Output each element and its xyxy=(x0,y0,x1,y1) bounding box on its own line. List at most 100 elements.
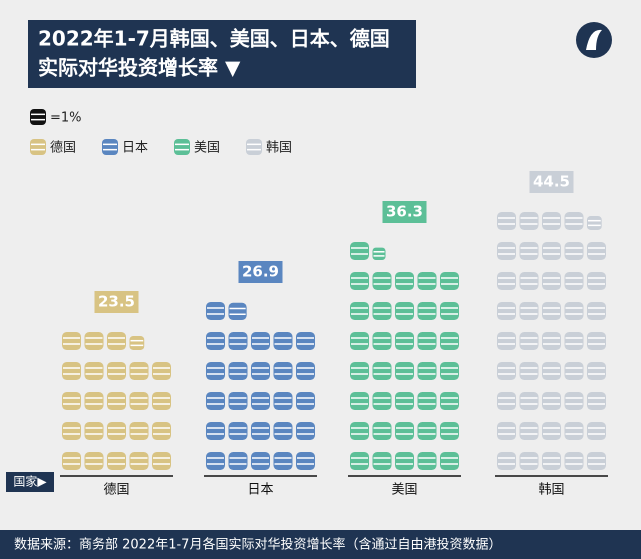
coin-stack xyxy=(350,422,369,440)
coin-stack xyxy=(542,242,561,260)
coin-stack xyxy=(542,302,561,320)
coin-stack xyxy=(519,422,539,440)
coin-stack xyxy=(587,452,606,470)
x-tick-label: 美国 xyxy=(391,483,417,498)
coin-stack xyxy=(350,302,369,320)
coin-stack xyxy=(497,332,516,350)
coin-stack xyxy=(542,392,561,410)
coin-stack xyxy=(296,422,315,440)
coin-stack xyxy=(587,272,606,290)
coin-stack xyxy=(417,452,437,470)
coin-stack xyxy=(251,452,270,470)
value-label: 23.5 xyxy=(98,293,135,311)
coin-stack xyxy=(587,392,606,410)
coin-stack xyxy=(440,302,459,320)
coin-stack xyxy=(228,332,248,350)
coin-stack xyxy=(372,452,392,470)
coin-stack xyxy=(62,452,81,470)
title-box xyxy=(28,20,416,88)
coin-stack xyxy=(542,212,561,230)
coin-stack xyxy=(564,332,584,350)
coin-stack xyxy=(62,362,81,380)
coin-stack xyxy=(296,362,315,380)
x-tick-label: 德国 xyxy=(103,483,129,498)
coin-stack xyxy=(542,332,561,350)
logo xyxy=(576,22,612,58)
coin-stack xyxy=(228,362,248,380)
coin-stack xyxy=(174,139,190,155)
coin-stack xyxy=(587,362,606,380)
coin-stack xyxy=(542,452,561,470)
coin-stack xyxy=(440,362,459,380)
coin-stack xyxy=(542,272,561,290)
coin-stack xyxy=(440,272,459,290)
coin-stack xyxy=(497,392,516,410)
coin-stack xyxy=(84,362,104,380)
coin-stack xyxy=(587,332,606,350)
coin-stack xyxy=(372,422,392,440)
legend-item xyxy=(30,139,46,155)
coin-stack xyxy=(519,392,539,410)
coin-stack xyxy=(107,452,126,470)
value-label: 36.3 xyxy=(386,203,423,221)
coin-stack xyxy=(497,452,516,470)
value-label-box xyxy=(94,291,139,313)
coin-stack xyxy=(152,422,171,440)
legend-unit-label: =1% xyxy=(50,111,82,126)
legend-label: 德国 xyxy=(50,141,76,156)
coin-stack xyxy=(417,332,437,350)
coin-stack xyxy=(296,332,315,350)
coin-stack xyxy=(228,392,248,410)
coin-stack xyxy=(273,362,293,380)
coin-stack xyxy=(84,392,104,410)
coin-stack xyxy=(350,272,369,290)
x-tick-label: 韩国 xyxy=(538,483,564,498)
coin-stack xyxy=(497,362,516,380)
legend-item xyxy=(102,139,118,155)
coin-stack xyxy=(350,332,369,350)
value-label-box xyxy=(529,171,574,193)
coin-stack xyxy=(497,422,516,440)
coin-stack xyxy=(273,422,293,440)
legend-label: 日本 xyxy=(122,141,148,156)
coin-stack xyxy=(395,362,414,380)
coin-stack xyxy=(519,332,539,350)
coin-stack xyxy=(587,302,606,320)
coin-stack xyxy=(206,452,225,470)
bar xyxy=(206,302,315,470)
coin-stack xyxy=(564,272,584,290)
coin-stack xyxy=(152,452,171,470)
legend-item xyxy=(174,139,190,155)
value-label: 44.5 xyxy=(533,173,570,191)
coin-stack xyxy=(228,302,247,320)
coin-stack xyxy=(497,302,516,320)
coin-stack xyxy=(564,422,584,440)
coin-stack xyxy=(246,139,262,155)
value-label-box xyxy=(238,261,283,283)
coin-stack xyxy=(417,422,437,440)
legend-item xyxy=(246,139,262,155)
coin-stack xyxy=(129,452,149,470)
coin-stack xyxy=(350,242,369,260)
coin-stack xyxy=(251,362,270,380)
coin-stack xyxy=(395,422,414,440)
coin-stack xyxy=(350,452,369,470)
bar xyxy=(350,242,459,470)
coin-stack xyxy=(440,332,459,350)
coin-stack xyxy=(440,392,459,410)
coin-stack xyxy=(417,362,437,380)
coin-stack xyxy=(273,392,293,410)
coin-stack xyxy=(273,332,293,350)
coin-stack xyxy=(206,332,225,350)
coin-stack xyxy=(84,332,104,350)
coin-stack xyxy=(587,422,606,440)
chart-subtitle: 实际对华投资增长率 ▼ xyxy=(38,56,241,80)
coin-stack xyxy=(519,452,539,470)
value-label: 26.9 xyxy=(242,263,279,281)
coin-stack xyxy=(440,452,459,470)
coin-stack xyxy=(542,422,561,440)
axis-label: 国家▶ xyxy=(13,474,47,489)
coin-stack xyxy=(30,109,46,125)
